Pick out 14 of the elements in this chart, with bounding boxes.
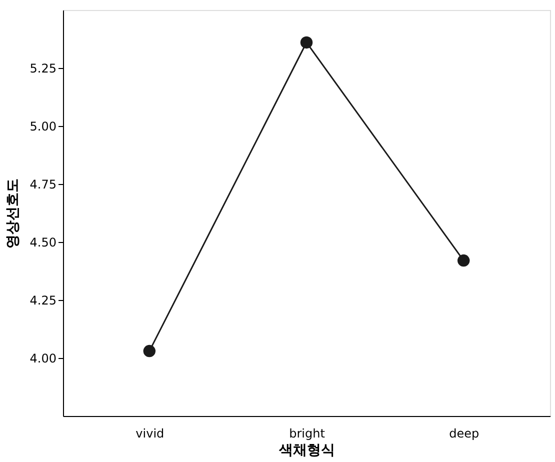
y-tick-label: 5.25 — [30, 62, 56, 76]
x-tick-label: bright — [289, 426, 326, 440]
x-axis-title: 색채형식 — [278, 442, 335, 458]
y-tick-label: 4.25 — [30, 294, 56, 308]
y-tick-label: 4.50 — [30, 236, 56, 250]
x-tick-label: vivid — [136, 426, 164, 440]
y-tick-label: 4.75 — [30, 178, 56, 192]
point — [300, 36, 313, 49]
y-tick-label: 4.00 — [30, 352, 56, 366]
point — [457, 254, 470, 267]
y-tick-label: 5.00 — [30, 120, 56, 134]
point — [143, 344, 156, 358]
y-axis-title: 영상선호도 — [4, 178, 21, 248]
x-tick-label: deep — [449, 426, 480, 440]
